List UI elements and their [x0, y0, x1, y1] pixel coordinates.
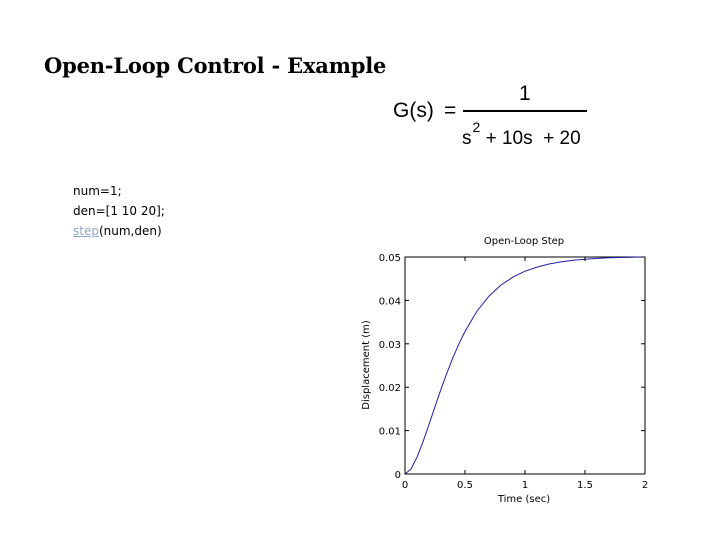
- formula-numerator: 1: [519, 82, 531, 105]
- y-tick-label: 0.04: [379, 296, 401, 307]
- y-tick-label: 0: [395, 470, 401, 481]
- y-tick-label: 0.03: [379, 340, 401, 351]
- x-axis-label: Time (sec): [497, 494, 550, 505]
- y-tick-label: 0.05: [379, 253, 401, 264]
- step-function-link[interactable]: step: [73, 224, 99, 238]
- x-tick-label: 1.5: [577, 480, 593, 491]
- x-tick-label: 0.5: [457, 480, 473, 491]
- chart-title: Open-Loop Step: [484, 236, 564, 247]
- y-axis-label: Displacement (m): [361, 320, 372, 410]
- formula-denominator: s2 + 10s + 20: [462, 119, 581, 150]
- denominator-exponent: 2: [472, 119, 481, 135]
- step-response-line: [404, 256, 646, 475]
- series-layer: [404, 256, 646, 475]
- plot-frame: [404, 256, 646, 475]
- step-function-args: (num,den): [98, 224, 162, 238]
- code-line-step: step(num,den): [73, 221, 165, 241]
- y-tick-label: 0.02: [379, 383, 401, 394]
- matlab-code-block: num=1; den=[1 10 20]; step(num,den): [73, 181, 165, 241]
- tick-layer: 0 0.5 1 1.5 2 0 0.01 0.02 0.03 0.04 0.05: [379, 253, 648, 491]
- formula-lhs: G(s): [393, 99, 434, 122]
- x-tick-label: 1: [522, 480, 528, 491]
- code-line-den: den=[1 10 20];: [73, 204, 165, 218]
- code-line-num: num=1;: [73, 184, 122, 198]
- x-tick-label: 2: [642, 480, 648, 491]
- x-tick-label: 0: [402, 480, 408, 491]
- chart-axes: [404, 256, 646, 475]
- fraction-bar: [463, 110, 587, 112]
- step-response-chart: Open-Loop Step 0 0.5 1 1.5 2 0 0.01 0.02 0.03 0.0…: [361, 236, 648, 505]
- y-tick-label: 0.01: [379, 427, 401, 438]
- denominator-rest: + 10s + 20: [480, 128, 581, 149]
- slide-title: Open-Loop Control - Example: [44, 53, 387, 78]
- formula-equals: =: [444, 99, 457, 122]
- denominator-s: s: [462, 128, 472, 149]
- transfer-function-formula: G(s) = 1 s2 + 10s + 20: [390, 82, 600, 154]
